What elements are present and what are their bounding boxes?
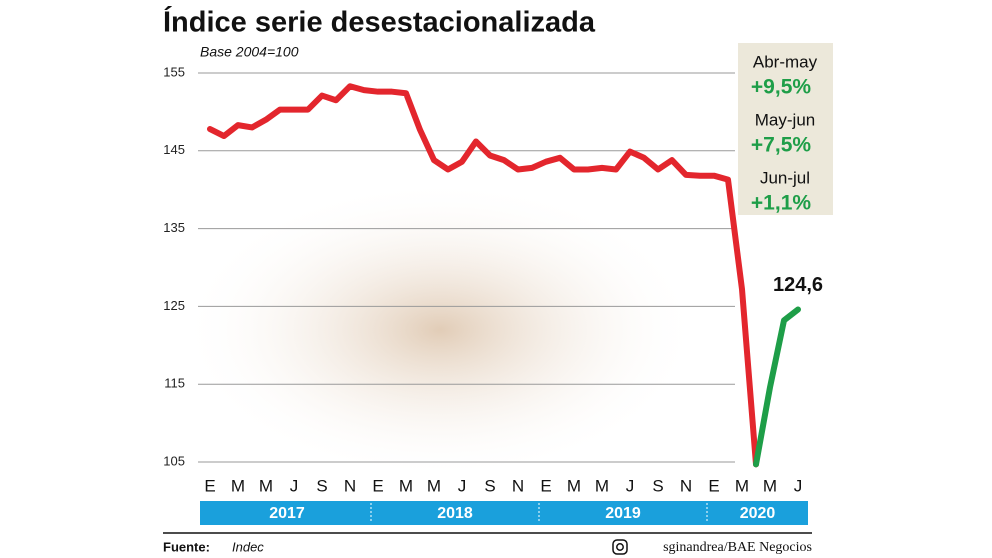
y-tick-label: 155 <box>163 64 185 79</box>
x-tick-label: M <box>259 476 273 495</box>
x-tick-label: S <box>652 476 663 495</box>
x-tick-label: M <box>735 476 749 495</box>
y-tick-label: 135 <box>163 220 185 235</box>
x-tick-label: E <box>540 476 551 495</box>
background-photo <box>180 180 700 480</box>
x-tick-label: E <box>372 476 383 495</box>
line <box>753 306 801 468</box>
year-label: 2017 <box>269 505 305 522</box>
y-tick-label: 105 <box>163 453 185 468</box>
x-tick-label: J <box>626 476 635 495</box>
x-tick-label: M <box>427 476 441 495</box>
change-value: +9,5% <box>751 76 811 99</box>
x-tick-label: N <box>344 476 356 495</box>
year-label: 2018 <box>437 505 473 522</box>
changes-box <box>738 43 833 215</box>
credit: sginandrea/BAE Negocios <box>663 540 812 555</box>
x-tick-label: M <box>595 476 609 495</box>
x-tick-label: S <box>316 476 327 495</box>
y-tick-label: 115 <box>164 376 185 391</box>
x-tick-label: M <box>399 476 413 495</box>
change-value: +1,1% <box>751 192 811 215</box>
x-tick-label: E <box>708 476 719 495</box>
change-period: Abr-may <box>753 52 818 71</box>
x-tick-label: J <box>290 476 299 495</box>
instagram-icon <box>612 539 628 555</box>
change-value: +7,5% <box>751 134 811 157</box>
instagram-icon-lens <box>616 543 624 551</box>
x-tick-label: N <box>680 476 692 495</box>
x-tick-label: J <box>458 476 467 495</box>
x-tick-label: M <box>567 476 581 495</box>
change-period: Jun-jul <box>760 168 810 187</box>
x-tick-label: M <box>231 476 245 495</box>
chart-title: Índice serie desestacionalizada <box>163 5 596 39</box>
x-tick-label: N <box>512 476 524 495</box>
line <box>207 83 759 468</box>
x-tick-label: J <box>794 476 803 495</box>
source-label: Fuente: <box>163 539 210 554</box>
source: Indec <box>232 539 264 554</box>
y-tick-label: 125 <box>163 298 185 313</box>
subtitle: Base 2004=100 <box>200 44 299 60</box>
x-tick-label: M <box>763 476 777 495</box>
x-tick-label: E <box>204 476 215 495</box>
y-tick-label: 145 <box>163 142 185 157</box>
year-label: 2019 <box>605 505 641 522</box>
year-label: 2020 <box>740 505 776 522</box>
data-label: 124,6 <box>773 274 823 296</box>
change-period: May-jun <box>755 110 815 129</box>
x-tick-label: S <box>484 476 495 495</box>
